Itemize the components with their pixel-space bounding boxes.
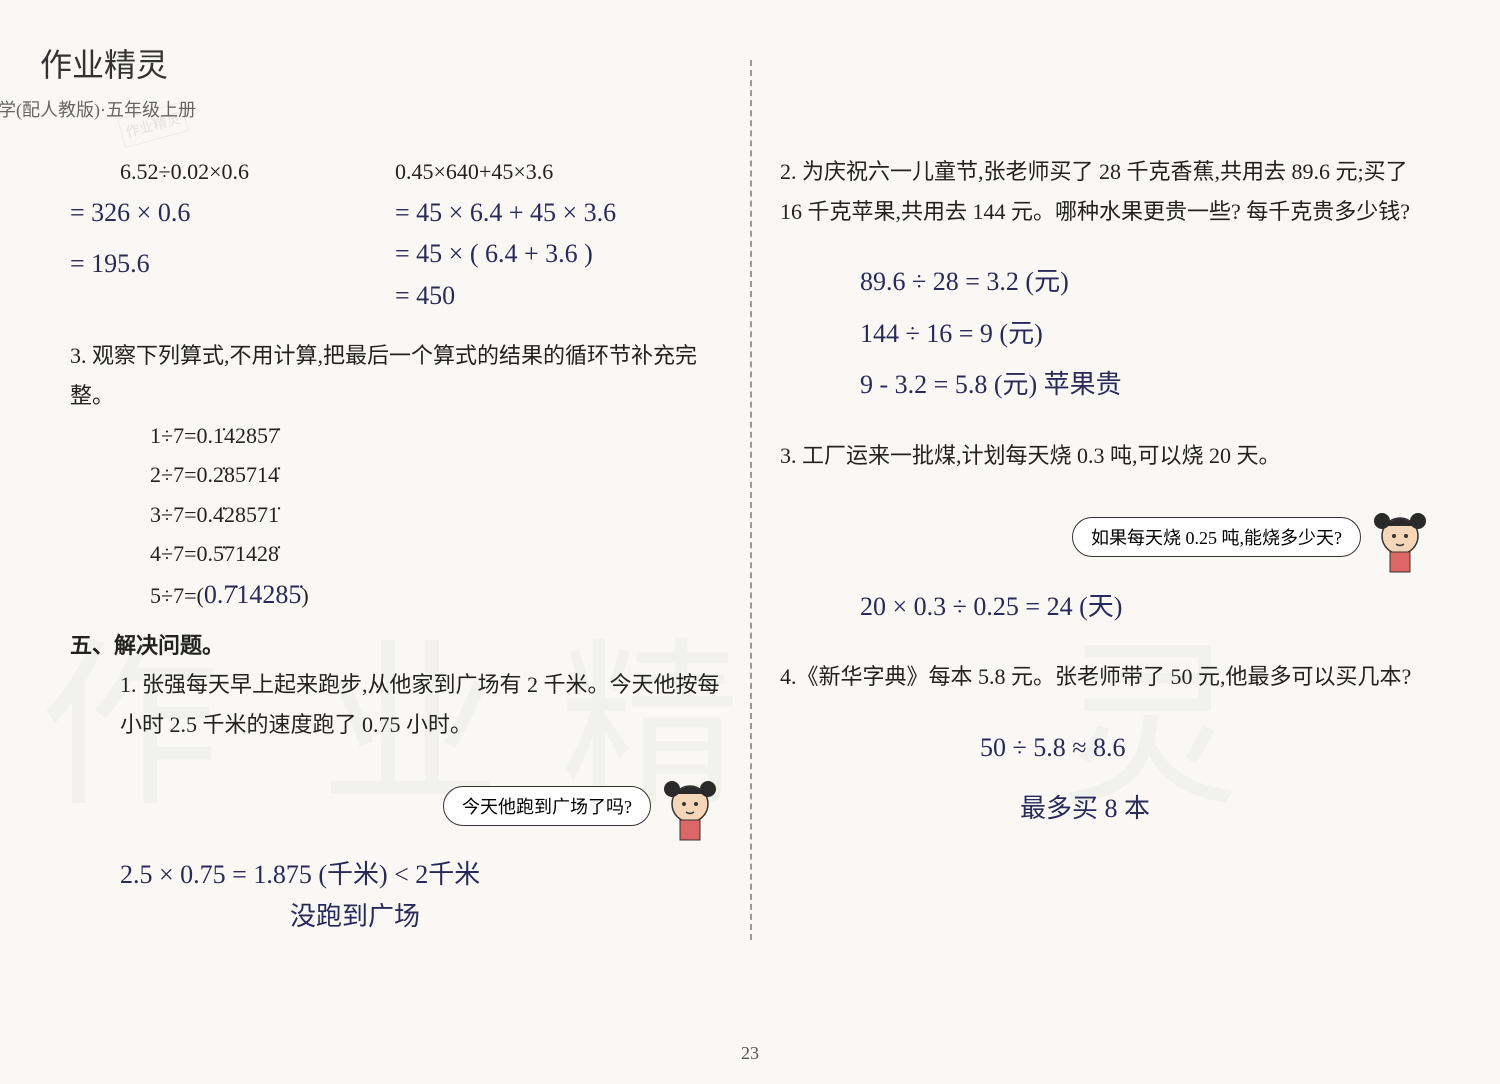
- q2-answer3: 9 - 3.2 = 5.8 (元) 苹果贵: [780, 364, 1430, 406]
- girl-icon: [660, 774, 720, 844]
- q3-line5-close: ): [301, 583, 308, 608]
- section-5-title: 五、解决问题。: [70, 626, 720, 666]
- header-subject: 数学(配人教版)·五年级上册: [0, 96, 1400, 122]
- page-container: 作 业 精 灵 作业精灵 数学(配人教版)·五年级上册 作业精灵 6.52÷0.…: [0, 0, 1500, 1084]
- girl-svg: [660, 774, 720, 844]
- q3r-bubble-row: 如果每天烧 0.25 吨,能烧多少天?: [780, 506, 1430, 576]
- q3-text: 3. 观察下列算式,不用计算,把最后一个算式的结果的循环节补充完整。: [70, 336, 720, 415]
- q4-answer2: 最多买 8 本: [780, 788, 1430, 830]
- q2-text: 2. 为庆祝六一儿童节,张老师买了 28 千克香蕉,共用去 89.6 元;买了 …: [780, 152, 1430, 231]
- q2-answer2: 144 ÷ 16 = 9 (元): [780, 313, 1430, 355]
- q3-line5-answer: 0.7̇14285̇: [204, 580, 302, 609]
- calc-row: 6.52÷0.02×0.6 = 326 × 0.6 = 195.6 0.45×6…: [70, 152, 720, 316]
- calc2-step3: = 450: [395, 275, 720, 317]
- q1-answer1: 2.5 × 0.75 = 1.875 (千米) < 2千米: [70, 854, 720, 896]
- q3-line5: 5÷7=(0.7̇14285̇): [70, 574, 720, 616]
- q3-line1: 1÷7=0.1̇42857̇: [70, 416, 720, 456]
- q1-bubble-row: 今天他跑到广场了吗?: [70, 774, 720, 844]
- calc1-step2: = 195.6: [70, 243, 395, 285]
- calc-block-1: 6.52÷0.02×0.6 = 326 × 0.6 = 195.6: [70, 152, 395, 316]
- girl-icon-2: [1370, 506, 1430, 576]
- page-number: 23: [741, 1043, 759, 1064]
- q3-line2: 2÷7=0.2̇85714̇: [70, 455, 720, 495]
- calc2-expression: 0.45×640+45×3.6: [395, 152, 720, 192]
- calc1-expression: 6.52÷0.02×0.6: [70, 152, 395, 192]
- calc2-step1: = 45 × 6.4 + 45 × 3.6: [395, 192, 720, 234]
- q1-text: 1. 张强每天早上起来跑步,从他家到广场有 2 千米。今天他按每小时 2.5 千…: [70, 665, 720, 744]
- q2-answer1: 89.6 ÷ 28 = 3.2 (元): [780, 261, 1430, 303]
- q1-answer2: 没跑到广场: [70, 896, 720, 938]
- page-title: 作业精灵: [40, 40, 1460, 86]
- q1-speech-bubble: 今天他跑到广场了吗?: [443, 786, 651, 826]
- calc1-step1: = 326 × 0.6: [70, 192, 395, 234]
- q3-line4: 4÷7=0.5̇71428̇: [70, 534, 720, 574]
- q3r-answer: 20 × 0.3 ÷ 0.25 = 24 (天): [780, 586, 1430, 628]
- girl-svg-2: [1370, 506, 1430, 576]
- q3-line5-prefix: 5÷7=(: [150, 583, 204, 608]
- q4-answer1: 50 ÷ 5.8 ≈ 8.6: [780, 727, 1430, 769]
- content-area: 6.52÷0.02×0.6 = 326 × 0.6 = 195.6 0.45×6…: [40, 152, 1460, 1032]
- q3-line3: 3÷7=0.4̇28571̇: [70, 495, 720, 535]
- calc2-step2: = 45 × ( 6.4 + 3.6 ): [395, 233, 720, 275]
- calc-block-2: 0.45×640+45×3.6 = 45 × 6.4 + 45 × 3.6 = …: [395, 152, 720, 316]
- q3r-speech-bubble: 如果每天烧 0.25 吨,能烧多少天?: [1072, 517, 1361, 557]
- q4-text: 4.《新华字典》每本 5.8 元。张老师带了 50 元,他最多可以买几本?: [780, 657, 1430, 697]
- left-column: 6.52÷0.02×0.6 = 326 × 0.6 = 195.6 0.45×6…: [40, 152, 750, 1032]
- right-column: 2. 为庆祝六一儿童节,张老师买了 28 千克香蕉,共用去 89.6 元;买了 …: [750, 152, 1460, 1032]
- q3r-text: 3. 工厂运来一批煤,计划每天烧 0.3 吨,可以烧 20 天。: [780, 436, 1430, 476]
